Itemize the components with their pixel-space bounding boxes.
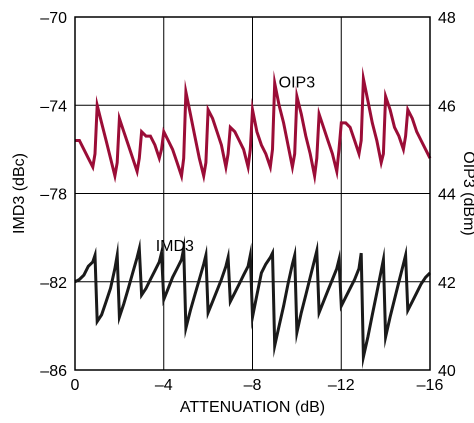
annotations: OIP3 IMD3 [156,75,315,255]
x-tick-label: –12 [328,377,355,394]
x-tick-label: –4 [155,377,173,394]
series-oip3-line [75,66,432,186]
y-axis-right-label: OIP3 (dBm) [460,151,474,235]
x-tick-label: 0 [71,377,80,394]
series-annotation: IMD3 [156,238,194,255]
plot-border [74,16,431,371]
tick-labels: 0 –4 –8 –12 –16 –70 –74 –78 –82 –86 48 46 44 42 40 [40,10,456,394]
y-left-tick-label: –74 [40,98,67,115]
y-left-tick-label: –82 [40,275,67,292]
series-layer [74,66,432,370]
y-axis-left-label: IMD3 (dBc) [11,153,28,234]
y-right-tick-label: 42 [438,275,456,292]
plot-frame [74,16,431,371]
y-right-tick-label: 48 [438,10,456,27]
y-right-tick-label: 46 [438,98,456,115]
y-right-tick-label: 40 [438,363,456,380]
series-annotation: OIP3 [279,75,316,92]
series-imd3-line [74,235,432,370]
x-axis-label: ATTENUATION (dB) [180,399,325,416]
y-left-tick-label: –78 [40,187,67,204]
y-left-tick-label: –86 [40,363,67,380]
x-tick-label: –8 [244,377,262,394]
y-left-tick-label: –70 [40,10,67,27]
x-tick-label: –16 [417,377,444,394]
y-right-tick-label: 44 [438,187,456,204]
